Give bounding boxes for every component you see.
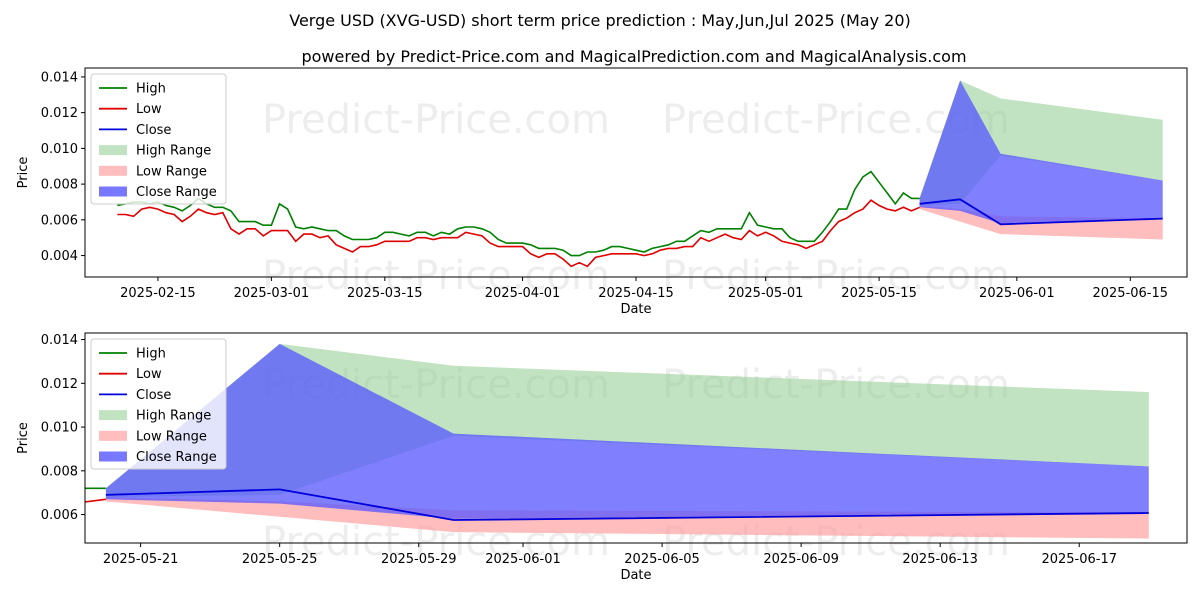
top-x-tick-label: 2025-03-15 (347, 286, 423, 301)
top-watermark: Predict-Price.com (262, 253, 610, 299)
bottom-close-line (105, 488, 1149, 521)
bottom-legend-label: High (136, 347, 166, 362)
top-legend-label: Low Range (136, 164, 207, 179)
bottom-plot-area (85, 343, 1149, 539)
bottom-legend-label: High Range (136, 409, 211, 424)
top-x-tick-label: 2025-04-01 (485, 286, 561, 301)
top-low-line (117, 199, 920, 268)
top-legend-label: High (136, 82, 166, 97)
top-x-tick-label: 2025-04-15 (598, 286, 674, 301)
bottom-x-tick-label: 2025-06-13 (902, 552, 978, 567)
bottom-y-axis-label: Price (16, 422, 31, 454)
bottom-legend-label: Close Range (136, 450, 217, 465)
top-y-tick-label: 0.012 (41, 106, 78, 121)
chart-subtitle: powered by Predict-Price.com and Magical… (301, 47, 966, 66)
top-high-line (117, 170, 920, 257)
top-y-tick-label: 0.014 (41, 70, 78, 85)
top-legend-label: High Range (136, 144, 211, 159)
bottom-x-tick-label: 2025-05-21 (103, 552, 179, 567)
bottom-legend-swatch (99, 451, 127, 462)
bottom-x-axis-label: Date (620, 568, 651, 583)
top-plot-area (117, 80, 1163, 268)
bottom-y-tick-label: 0.012 (41, 377, 78, 392)
bottom-legend-swatch (99, 430, 127, 441)
top-y-tick-label: 0.006 (41, 213, 78, 228)
bottom-legend-swatch (99, 410, 127, 421)
bottom-x-tick-label: 2025-06-05 (624, 552, 700, 567)
bottom-x-tick-label: 2025-05-25 (242, 552, 318, 567)
top-y-tick-label: 0.008 (41, 178, 78, 193)
bottom-y-tick-label: 0.010 (41, 421, 78, 436)
top-legend-swatch (99, 186, 127, 197)
bottom-x-tick-label: 2025-06-09 (763, 552, 839, 567)
bottom-legend-label: Close (136, 388, 171, 403)
top-x-tick-label: 2025-06-01 (979, 286, 1055, 301)
top-close-range-band (919, 80, 1163, 224)
bottom-legend-label: Low Range (136, 429, 207, 444)
top-legend-swatch (99, 145, 127, 156)
bottom-axes-frame (84, 332, 1188, 544)
bottom-y-tick-label: 0.006 (41, 508, 78, 523)
top-chart-panel: Predict-Price.com Predict-Price.com Predic… (16, 67, 1188, 317)
bottom-y-tick-label: 0.014 (41, 333, 78, 348)
top-watermark: Predict-Price.com (662, 253, 1010, 299)
top-y-axis-label: Price (16, 157, 31, 189)
top-legend-swatch (99, 165, 127, 176)
chart-title: Verge USD (XVG-USD) short term price pre… (289, 11, 911, 30)
top-x-tick-label: 2025-06-15 (1092, 286, 1168, 301)
top-close-line (919, 198, 1163, 226)
bottom-x-tick-label: 2025-06-01 (485, 552, 561, 567)
top-x-tick-label: 2025-02-15 (120, 286, 196, 301)
top-x-tick-label: 2025-03-01 (234, 286, 310, 301)
bottom-legend-label: Low (136, 367, 162, 382)
top-y-tick-label: 0.010 (41, 142, 78, 157)
bottom-x-tick-label: 2025-05-29 (381, 552, 457, 567)
bottom-x-tick-label: 2025-06-17 (1041, 552, 1117, 567)
top-x-tick-label: 2025-05-15 (841, 286, 917, 301)
top-watermark: Predict-Price.com (262, 97, 610, 143)
bottom-legend: High Low Close High Range Low Range Close Ran… (90, 338, 227, 470)
top-x-tick-label: 2025-05-01 (728, 286, 804, 301)
top-legend: High Low Close High Range Low Range Close Ran… (90, 73, 227, 205)
top-legend-label: Low (136, 102, 162, 117)
bottom-close-range-band (105, 343, 1149, 519)
top-legend-label: Close (136, 123, 171, 138)
top-y-tick-label: 0.004 (41, 249, 78, 264)
top-legend-label: Close Range (136, 185, 217, 200)
top-x-axis-label: Date (620, 302, 651, 317)
bottom-y-tick-label: 0.008 (41, 464, 78, 479)
bottom-chart-panel: Predict-Price.comPredict-Price.comPredic… (16, 332, 1188, 583)
bottom-low-line (85, 498, 106, 503)
